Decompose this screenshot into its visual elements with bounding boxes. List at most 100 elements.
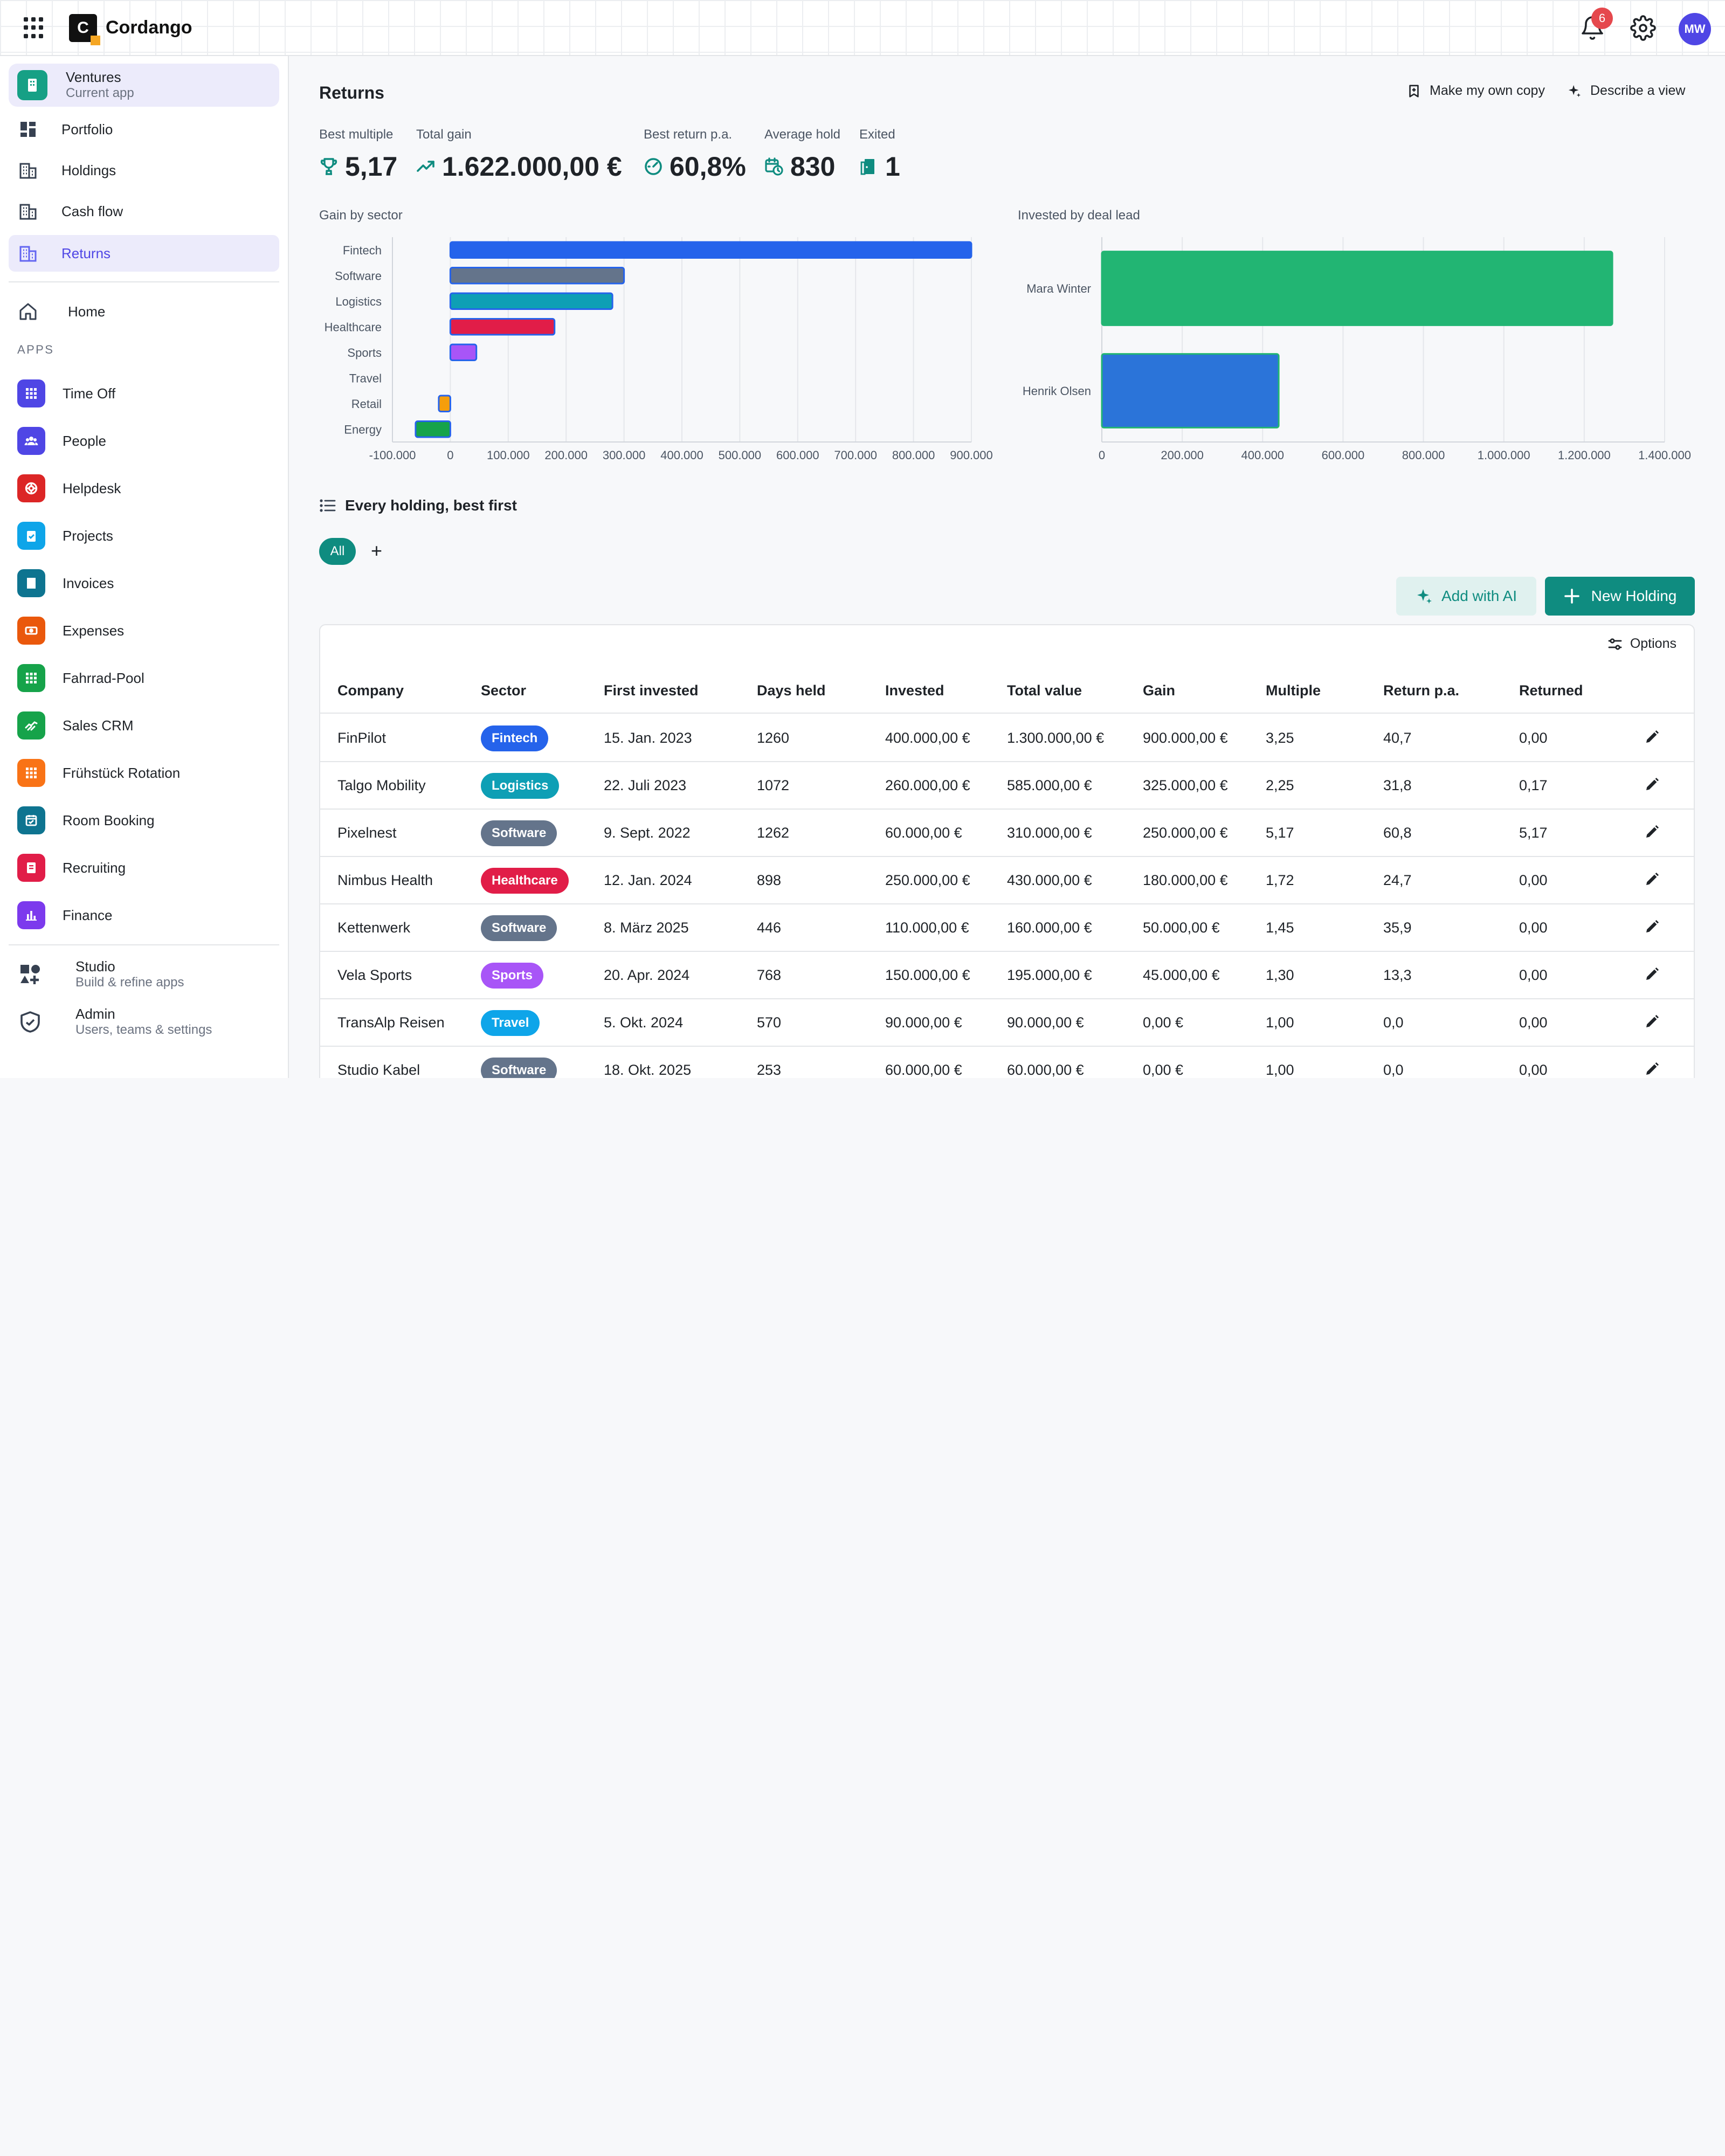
pencil-icon[interactable] [1643, 1013, 1660, 1031]
pencil-icon[interactable] [1643, 871, 1660, 888]
cell-company: Nimbus Health [337, 872, 433, 888]
column-header-days-held[interactable]: Days held [757, 682, 826, 699]
cell-invested: 150.000,00 € [885, 967, 970, 983]
cell-returned: 0,00 [1519, 1062, 1548, 1078]
sidebar-item-cash-flow[interactable]: Cash flow [9, 193, 279, 230]
pencil-icon[interactable] [1643, 824, 1660, 841]
sidebar-item-portfolio[interactable]: Portfolio [9, 111, 279, 148]
sidebar-item-holdings[interactable]: Holdings [9, 152, 279, 189]
cell-total-value: 90.000,00 € [1007, 1014, 1084, 1031]
app-label: Invoices [63, 575, 114, 591]
app-finance[interactable]: Finance [17, 899, 276, 931]
app-projects[interactable]: Projects [17, 520, 276, 552]
describe-view-label: Describe a view [1590, 83, 1686, 98]
add-with-ai-button[interactable]: Add with AI [1396, 577, 1536, 616]
column-header-invested[interactable]: Invested [885, 682, 944, 699]
door-icon [860, 159, 874, 175]
banknote-icon [17, 617, 45, 645]
table-row[interactable]: FinPilot 15. Jan. 2023 1260 400.000,00 € 1.3… [320, 715, 1694, 762]
current-app-title: Ventures [66, 69, 121, 85]
cell-multiple: 1,72 [1266, 872, 1294, 888]
chart-tick-label: 1.000.000 [1478, 448, 1530, 462]
cell-invested: 60.000,00 € [885, 1062, 962, 1078]
pencil-icon[interactable] [1643, 776, 1660, 793]
chart-bar [449, 241, 972, 259]
stat-value: 830 [790, 151, 836, 182]
cell-gain: 0,00 € [1143, 1014, 1184, 1031]
add-filter-button[interactable]: + [371, 540, 383, 562]
make-copy-button[interactable]: Make my own copy [1407, 83, 1545, 99]
cell-total-value: 585.000,00 € [1007, 777, 1092, 793]
app-label: Frühstück Rotation [63, 764, 181, 781]
table-row[interactable]: Kettenwerk 8. März 2025 446 110.000,00 € 160… [320, 904, 1694, 952]
sidebar-item-admin[interactable]: Admin Users, teams & settings [17, 1003, 276, 1041]
cell-days-held: 1260 [757, 730, 790, 746]
column-header-first-invested[interactable]: First invested [604, 682, 699, 699]
table-row[interactable]: Talgo Mobility 22. Juli 2023 1072 260.000,0… [320, 762, 1694, 810]
options-button[interactable]: Options [1607, 636, 1676, 652]
sidebar-item-label: Cash flow [61, 203, 123, 219]
app-label: Helpdesk [63, 480, 121, 496]
trophy-icon [320, 158, 337, 175]
dashboard-icon [20, 122, 36, 137]
stat-best-multiple: Best multiple 5,17 [319, 127, 397, 182]
cell-company: Studio Kabel [337, 1062, 420, 1078]
app-launcher-icon[interactable] [24, 17, 45, 39]
app-sales-crm[interactable]: Sales CRM [17, 709, 276, 742]
app-people[interactable]: People [17, 425, 276, 457]
cell-days-held: 446 [757, 920, 782, 936]
app-recruiting[interactable]: Recruiting [17, 852, 276, 884]
cell-multiple: 2,25 [1266, 777, 1294, 793]
pencil-icon[interactable] [1643, 1061, 1660, 1078]
app-helpdesk[interactable]: Helpdesk [17, 472, 276, 505]
app-fahrrad-pool[interactable]: Fahrrad-Pool [17, 662, 276, 694]
app-room-booking[interactable]: Room Booking [17, 804, 276, 837]
current-app-switcher[interactable]: Ventures Current app [9, 64, 279, 107]
chart-tick-label: 200.000 [544, 448, 588, 462]
column-header-total-value[interactable]: Total value [1007, 682, 1082, 699]
column-header-return-pa[interactable]: Return p.a. [1383, 682, 1460, 699]
sidebar-item-home[interactable]: Home [9, 293, 279, 330]
table-row[interactable]: Pixelnest 9. Sept. 2022 1262 60.000,00 € 310… [320, 810, 1694, 857]
app-time-off[interactable]: Time Off [17, 377, 276, 410]
filter-chip-all[interactable]: All [319, 538, 356, 565]
stat-label: Best return p.a. [644, 127, 733, 142]
grid-icon [17, 759, 45, 787]
app-expenses[interactable]: Expenses [17, 614, 276, 647]
column-header-company[interactable]: Company [337, 682, 404, 699]
home-icon [19, 303, 37, 320]
sidebar-item-studio[interactable]: Studio Build & refine apps [17, 955, 276, 994]
column-header-returned[interactable]: Returned [1519, 682, 1583, 699]
gear-icon[interactable] [1630, 15, 1656, 41]
chart-category-label: Fintech [343, 244, 382, 257]
column-header-multiple[interactable]: Multiple [1266, 682, 1321, 699]
pencil-icon[interactable] [1643, 918, 1660, 936]
add-with-ai-label: Add with AI [1441, 588, 1517, 604]
chart-category-label: Healthcare [325, 320, 382, 334]
grid-icon [17, 379, 45, 407]
table-row[interactable]: Nimbus Health 12. Jan. 2024 898 250.000,00 … [320, 857, 1694, 904]
holdings-table: Options Company Sector First invested Da… [319, 624, 1695, 1078]
app-fruehstueck-rotation[interactable]: Frühstück Rotation [17, 757, 276, 789]
app-invoices[interactable]: Invoices [17, 567, 276, 599]
chart-bar [449, 343, 478, 361]
make-copy-label: Make my own copy [1430, 83, 1545, 98]
table-row[interactable]: TransAlp Reisen 5. Okt. 2024 570 90.000,00 … [320, 999, 1694, 1047]
column-header-sector[interactable]: Sector [481, 682, 527, 699]
brand-logo[interactable]: C [69, 14, 100, 45]
sidebar-item-label: Home [68, 303, 106, 320]
pencil-icon[interactable] [1643, 729, 1660, 746]
table-row[interactable]: Studio Kabel 18. Okt. 2025 253 60.000,00 € 6… [320, 1047, 1694, 1078]
pencil-icon[interactable] [1643, 966, 1660, 983]
stat-value: 60,8% [670, 151, 746, 182]
cell-company: Vela Sports [337, 967, 412, 983]
sector-badge: Logistics [481, 773, 560, 799]
user-avatar[interactable]: MW [1679, 13, 1711, 45]
cell-total-value: 195.000,00 € [1007, 967, 1092, 983]
table-row[interactable]: Vela Sports 20. Apr. 2024 768 150.000,00 € 1… [320, 952, 1694, 999]
column-header-gain[interactable]: Gain [1143, 682, 1176, 699]
describe-view-button[interactable]: Describe a view [1568, 83, 1685, 99]
new-holding-button[interactable]: New Holding [1545, 577, 1695, 616]
cell-gain: 50.000,00 € [1143, 920, 1220, 936]
sidebar-item-returns[interactable]: Returns [9, 235, 279, 272]
